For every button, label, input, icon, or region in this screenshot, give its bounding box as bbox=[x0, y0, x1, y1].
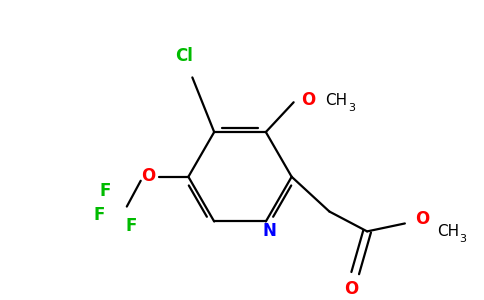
Text: Cl: Cl bbox=[176, 46, 193, 64]
Text: CH: CH bbox=[437, 224, 459, 239]
Text: F: F bbox=[99, 182, 111, 200]
Text: CH: CH bbox=[325, 93, 348, 108]
Text: O: O bbox=[344, 280, 358, 298]
Text: O: O bbox=[415, 211, 429, 229]
Text: 3: 3 bbox=[348, 103, 355, 113]
Text: O: O bbox=[141, 167, 156, 185]
Text: F: F bbox=[93, 206, 105, 224]
Text: O: O bbox=[302, 91, 316, 109]
Text: N: N bbox=[263, 222, 277, 240]
Text: 3: 3 bbox=[459, 234, 467, 244]
Text: F: F bbox=[125, 218, 136, 236]
